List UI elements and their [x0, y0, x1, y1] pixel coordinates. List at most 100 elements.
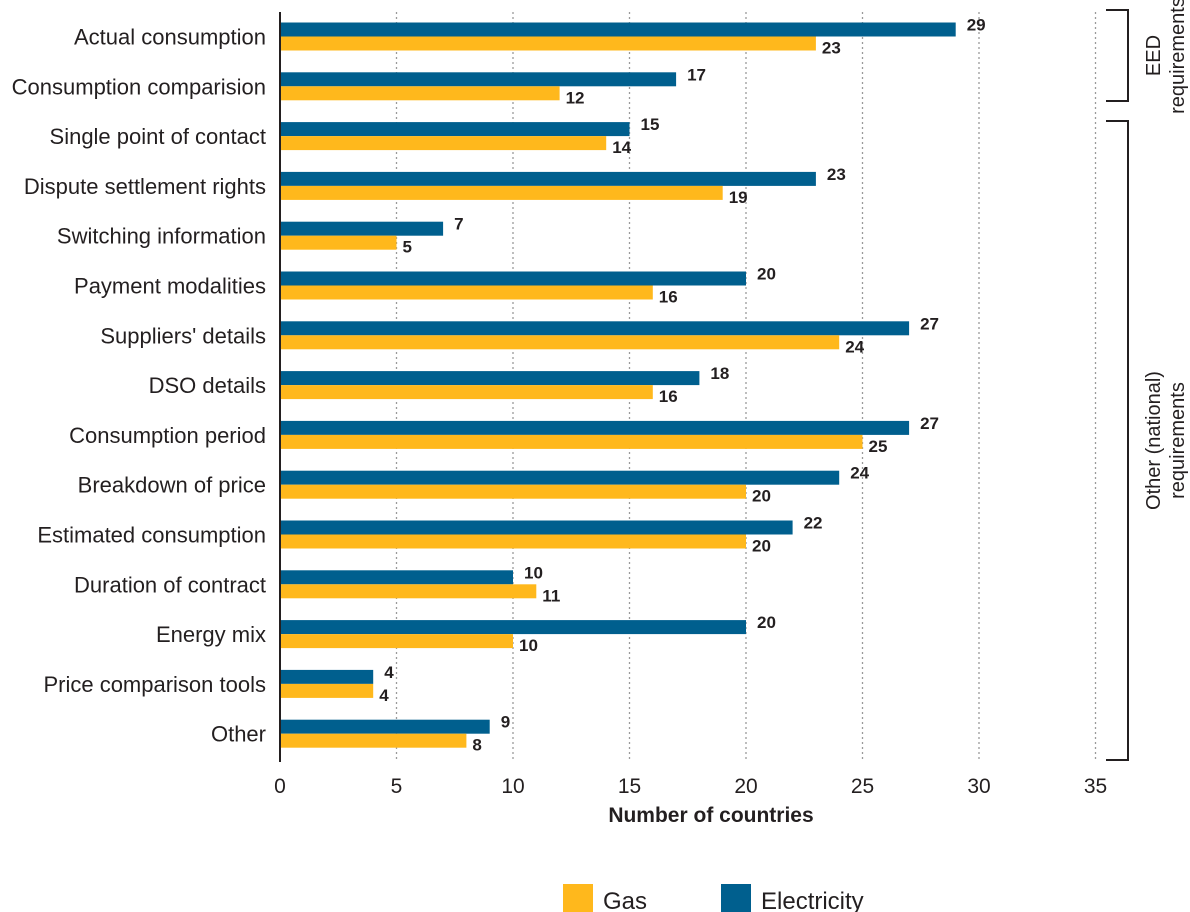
- electricity-value-label: 27: [920, 314, 939, 333]
- group-label: Other (national) requirements: [1143, 371, 1189, 510]
- electricity-bar: [280, 22, 956, 37]
- gas-bar: [280, 235, 397, 250]
- electricity-value-label: 15: [641, 115, 660, 134]
- x-tick-label: 35: [1084, 775, 1107, 798]
- category-label: Energy mix: [156, 622, 266, 647]
- value-labels: 2923171215142319752016272418162725242022…: [379, 16, 985, 755]
- gas-value-label: 20: [752, 537, 771, 556]
- electricity-bar: [280, 271, 746, 286]
- gas-value-label: 19: [729, 188, 748, 207]
- electricity-value-label: 7: [454, 215, 463, 234]
- electricity-value-label: 22: [804, 514, 823, 533]
- gas-value-label: 11: [542, 586, 560, 605]
- gas-bar: [280, 335, 840, 350]
- x-tick-labels: 0 5 10 15 20 25 30 35: [274, 775, 1107, 798]
- gas-value-label: 14: [612, 138, 631, 157]
- x-tick-label: 10: [501, 775, 524, 798]
- gas-bar: [280, 683, 374, 698]
- gas-bar: [280, 584, 537, 599]
- electricity-bar: [280, 221, 444, 236]
- gas-value-label: 10: [519, 636, 538, 655]
- gas-value-label: 8: [472, 736, 481, 755]
- electricity-bar: [280, 719, 490, 734]
- gas-value-label: 24: [845, 337, 864, 356]
- category-label: Consumption comparision: [12, 74, 266, 99]
- gas-bar: [280, 36, 816, 51]
- gas-value-label: 16: [659, 387, 678, 406]
- category-label: DSO details: [149, 373, 266, 398]
- electricity-value-label: 20: [757, 265, 776, 284]
- category-label: Payment modalities: [74, 274, 266, 299]
- electricity-bar: [280, 72, 677, 87]
- category-labels: Actual consumption Consumption comparisio…: [12, 25, 266, 747]
- electricity-bar: [280, 171, 816, 186]
- gas-bar: [280, 285, 653, 300]
- gas-bar: [280, 86, 560, 101]
- gas-bar: [280, 484, 746, 499]
- category-label: Breakdown of price: [78, 473, 266, 498]
- gas-bar: [280, 634, 513, 649]
- group-bracket: [1106, 9, 1129, 102]
- group-label-line: EED: [1143, 35, 1165, 76]
- legend-label-electricity: Electricity: [761, 888, 864, 912]
- electricity-bar: [280, 321, 910, 336]
- gas-value-label: 5: [403, 238, 412, 257]
- gas-bar: [280, 385, 653, 400]
- electricity-bar: [280, 470, 840, 485]
- electricity-bar: [280, 570, 513, 585]
- electricity-value-label: 24: [850, 464, 869, 483]
- group-label: EED requirements: [1143, 0, 1189, 114]
- gas-value-label: 25: [869, 437, 888, 456]
- category-label: Dispute settlement rights: [24, 174, 266, 199]
- category-label: Suppliers' details: [100, 323, 266, 348]
- x-tick-label: 25: [851, 775, 874, 798]
- group-label-line: requirements: [1167, 382, 1189, 499]
- electricity-bar: [280, 520, 793, 535]
- group-label-line: requirements: [1167, 0, 1189, 114]
- category-label: Single point of contact: [50, 124, 266, 149]
- electricity-bar: [280, 371, 700, 386]
- x-tick-label: 20: [734, 775, 757, 798]
- x-tick-label: 30: [967, 775, 990, 798]
- legend-swatch-electricity: [721, 884, 751, 912]
- category-label: Other: [211, 722, 266, 747]
- gas-bar: [280, 534, 746, 549]
- gas-bar: [280, 185, 723, 200]
- electricity-value-label: 27: [920, 414, 939, 433]
- category-label: Duration of contract: [74, 572, 266, 597]
- electricity-bar: [280, 669, 374, 684]
- category-label: Consumption period: [69, 423, 266, 448]
- category-label: Estimated consumption: [37, 523, 266, 548]
- legend-label-gas: Gas: [603, 888, 647, 912]
- electricity-value-label: 29: [967, 16, 986, 35]
- category-label: Actual consumption: [74, 25, 266, 50]
- category-label: Price comparison tools: [43, 672, 266, 697]
- electricity-value-label: 17: [687, 65, 706, 84]
- gas-value-label: 16: [659, 288, 678, 307]
- category-label: Switching information: [57, 224, 266, 249]
- gas-bar: [280, 434, 863, 449]
- group-label-line: Other (national): [1143, 371, 1165, 510]
- electricity-bar: [280, 620, 746, 635]
- legend: Gas Electricity: [563, 884, 864, 912]
- gas-value-label: 4: [379, 686, 389, 705]
- electricity-bar: [280, 420, 910, 435]
- electricity-value-label: 18: [710, 364, 729, 383]
- electricity-value-label: 10: [524, 563, 543, 582]
- electricity-value-label: 23: [827, 165, 846, 184]
- gas-value-label: 20: [752, 487, 771, 506]
- bars: [280, 22, 956, 748]
- x-tick-label: 15: [618, 775, 641, 798]
- group-bracket: [1106, 120, 1129, 761]
- x-tick-label: 5: [391, 775, 403, 798]
- electricity-value-label: 9: [501, 713, 510, 732]
- x-tick-label: 0: [274, 775, 286, 798]
- gas-value-label: 12: [566, 88, 585, 107]
- x-axis-title: Number of countries: [608, 804, 813, 827]
- legend-swatch-gas: [563, 884, 593, 912]
- gas-bar: [280, 136, 607, 151]
- electricity-value-label: 20: [757, 613, 776, 632]
- gas-value-label: 23: [822, 39, 841, 58]
